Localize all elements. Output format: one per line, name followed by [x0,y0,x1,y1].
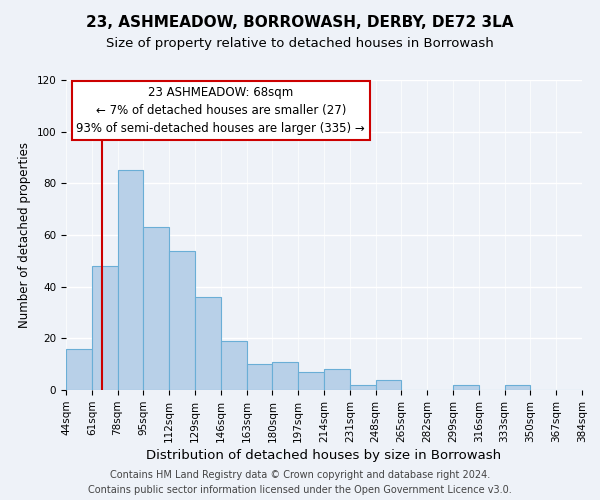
Bar [324,370,350,390]
Bar [376,380,401,390]
Bar [453,385,479,390]
Bar [272,362,298,390]
Bar [143,227,169,390]
Bar [66,348,92,390]
Bar [221,341,247,390]
Y-axis label: Number of detached properties: Number of detached properties [18,142,31,328]
Bar [118,170,143,390]
Bar [298,372,324,390]
Text: 23 ASHMEADOW: 68sqm
← 7% of detached houses are smaller (27)
93% of semi-detache: 23 ASHMEADOW: 68sqm ← 7% of detached hou… [76,86,365,135]
Text: Contains HM Land Registry data © Crown copyright and database right 2024.
Contai: Contains HM Land Registry data © Crown c… [88,470,512,495]
Bar [247,364,272,390]
Bar [92,266,118,390]
Bar [169,250,195,390]
X-axis label: Distribution of detached houses by size in Borrowash: Distribution of detached houses by size … [146,449,502,462]
Bar [350,385,376,390]
Bar [195,297,221,390]
Text: Size of property relative to detached houses in Borrowash: Size of property relative to detached ho… [106,38,494,51]
Bar [505,385,530,390]
Text: 23, ASHMEADOW, BORROWASH, DERBY, DE72 3LA: 23, ASHMEADOW, BORROWASH, DERBY, DE72 3L… [86,15,514,30]
